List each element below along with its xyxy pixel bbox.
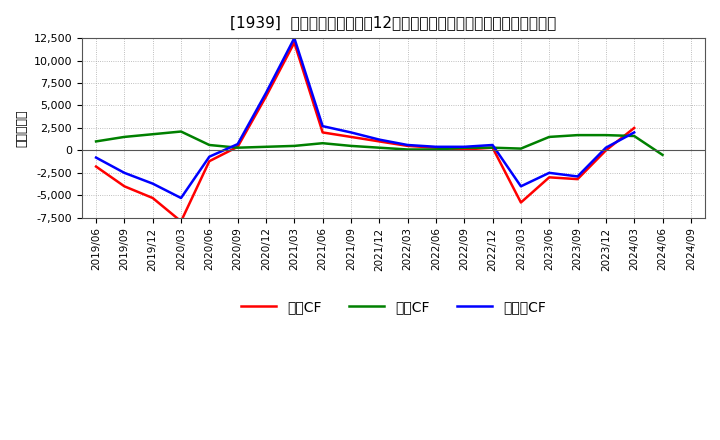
投資CF xyxy=(205,143,214,148)
フリーCF xyxy=(403,143,412,148)
フリーCF xyxy=(346,130,355,135)
投資CF xyxy=(148,132,157,137)
投資CF xyxy=(545,134,554,139)
Line: 営業CF: 営業CF xyxy=(96,43,634,221)
営業CF xyxy=(148,195,157,201)
投資CF xyxy=(431,147,440,152)
フリーCF xyxy=(375,137,384,142)
投資CF xyxy=(290,143,299,149)
投資CF xyxy=(91,139,100,144)
営業CF xyxy=(460,147,469,152)
投資CF xyxy=(488,145,497,150)
フリーCF xyxy=(545,170,554,176)
投資CF xyxy=(601,132,610,138)
フリーCF xyxy=(516,183,525,189)
営業CF xyxy=(431,145,440,150)
フリーCF xyxy=(290,36,299,41)
営業CF xyxy=(573,176,582,182)
投資CF xyxy=(630,133,639,139)
投資CF xyxy=(573,132,582,138)
Title: [1939]  キャッシュフローの12か月移動合計の対前年同期増減額の推移: [1939] キャッシュフローの12か月移動合計の対前年同期増減額の推移 xyxy=(230,15,557,30)
投資CF xyxy=(346,143,355,149)
営業CF xyxy=(630,125,639,131)
投資CF xyxy=(516,146,525,151)
営業CF xyxy=(346,134,355,139)
投資CF xyxy=(375,145,384,150)
営業CF xyxy=(601,148,610,153)
営業CF xyxy=(545,175,554,180)
投資CF xyxy=(403,147,412,152)
Y-axis label: （百万円）: （百万円） xyxy=(15,109,28,147)
フリーCF xyxy=(233,142,242,147)
営業CF xyxy=(290,40,299,45)
フリーCF xyxy=(176,195,185,201)
投資CF xyxy=(176,129,185,134)
営業CF xyxy=(403,143,412,149)
営業CF xyxy=(233,144,242,150)
フリーCF xyxy=(460,144,469,150)
Line: フリーCF: フリーCF xyxy=(96,38,634,198)
営業CF xyxy=(120,183,129,189)
フリーCF xyxy=(630,130,639,135)
Line: 投資CF: 投資CF xyxy=(96,132,662,155)
営業CF xyxy=(91,164,100,169)
営業CF xyxy=(261,94,270,99)
投資CF xyxy=(233,145,242,150)
フリーCF xyxy=(205,154,214,159)
営業CF xyxy=(205,158,214,164)
投資CF xyxy=(318,140,327,146)
フリーCF xyxy=(318,124,327,129)
営業CF xyxy=(516,200,525,205)
投資CF xyxy=(120,134,129,139)
営業CF xyxy=(176,219,185,224)
投資CF xyxy=(460,145,469,150)
投資CF xyxy=(261,144,270,150)
フリーCF xyxy=(91,155,100,160)
フリーCF xyxy=(573,174,582,179)
Legend: 営業CF, 投資CF, フリーCF: 営業CF, 投資CF, フリーCF xyxy=(241,300,546,314)
営業CF xyxy=(375,139,384,144)
フリーCF xyxy=(601,145,610,150)
営業CF xyxy=(488,145,497,150)
営業CF xyxy=(318,130,327,135)
投資CF xyxy=(658,152,667,158)
フリーCF xyxy=(120,170,129,176)
フリーCF xyxy=(148,181,157,186)
フリーCF xyxy=(261,90,270,95)
フリーCF xyxy=(431,144,440,150)
フリーCF xyxy=(488,143,497,148)
